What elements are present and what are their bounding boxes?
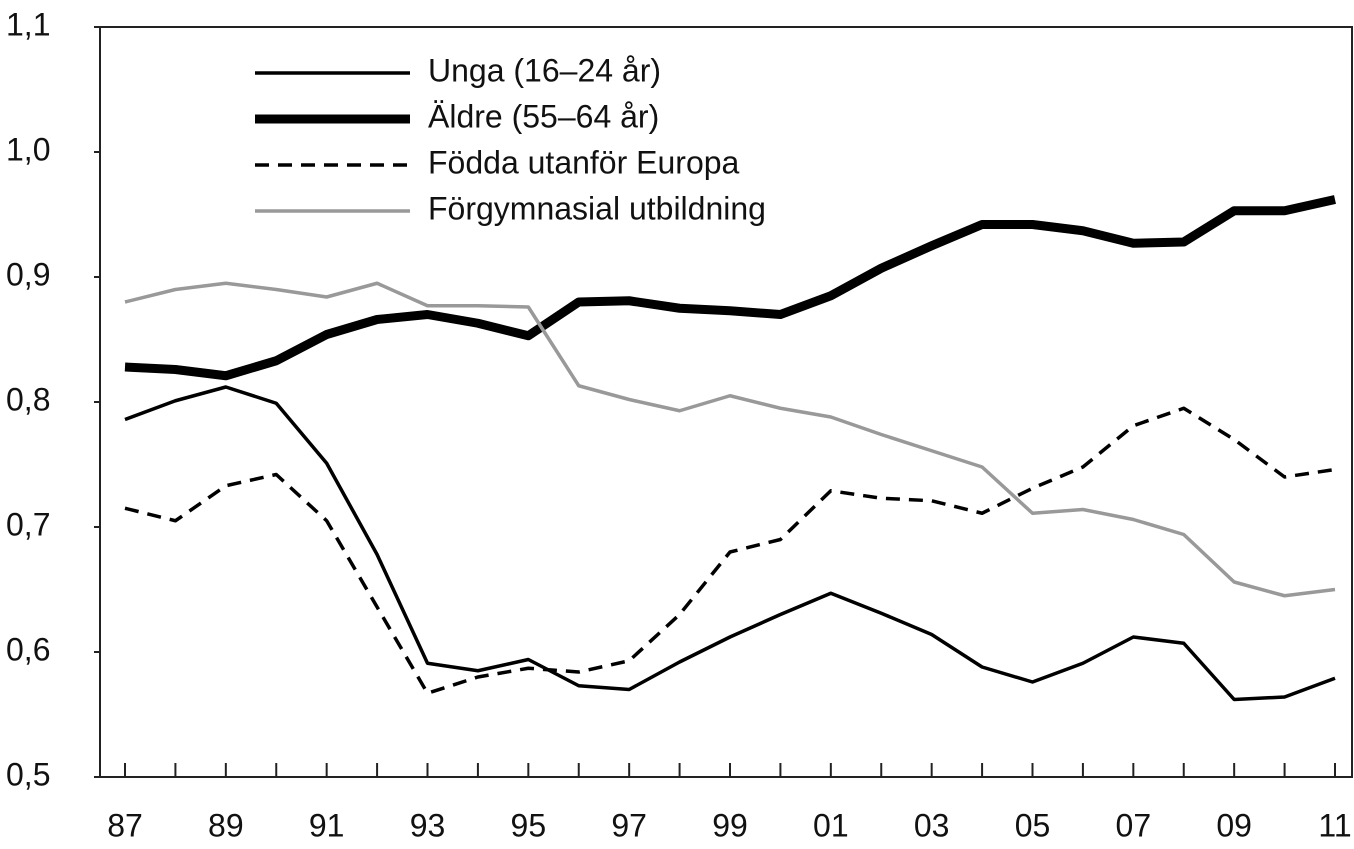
series-line bbox=[124, 281, 1336, 598]
legend-label: Förgymnasial utbildning bbox=[428, 190, 766, 226]
x-tick-label: 07 bbox=[1116, 807, 1152, 843]
x-tick-label: 87 bbox=[107, 807, 143, 843]
y-tick-label: 0,5 bbox=[6, 756, 50, 792]
plot-frame bbox=[99, 26, 1353, 778]
series-line bbox=[124, 385, 1336, 702]
legend-label: Äldre (55–64 år) bbox=[428, 98, 659, 134]
x-tick-label: 99 bbox=[712, 807, 748, 843]
x-tick-label: 91 bbox=[309, 807, 345, 843]
legend-label: Unga (16–24 år) bbox=[428, 52, 661, 88]
y-tick-label: 0,9 bbox=[6, 256, 50, 292]
x-tick-label: 09 bbox=[1216, 807, 1252, 843]
series-line bbox=[124, 195, 1336, 381]
x-tick-label: 05 bbox=[1015, 807, 1051, 843]
x-tick-label: 93 bbox=[410, 807, 446, 843]
x-tick-label: 89 bbox=[208, 807, 244, 843]
x-tick-label: 01 bbox=[813, 807, 849, 843]
x-tick-label: 11 bbox=[1318, 807, 1351, 843]
y-tick-label: 1,0 bbox=[6, 131, 50, 167]
y-tick-label: 0,7 bbox=[6, 506, 50, 542]
y-tick-label: 0,6 bbox=[6, 631, 50, 667]
x-tick-label: 95 bbox=[511, 807, 547, 843]
x-tick-label: 97 bbox=[611, 807, 647, 843]
y-tick-label: 0,8 bbox=[6, 381, 50, 417]
x-tick-label: 03 bbox=[914, 807, 950, 843]
y-tick-label: 1,1 bbox=[6, 6, 50, 42]
series-line bbox=[124, 406, 1336, 695]
legend-label: Födda utanför Europa bbox=[428, 144, 740, 180]
